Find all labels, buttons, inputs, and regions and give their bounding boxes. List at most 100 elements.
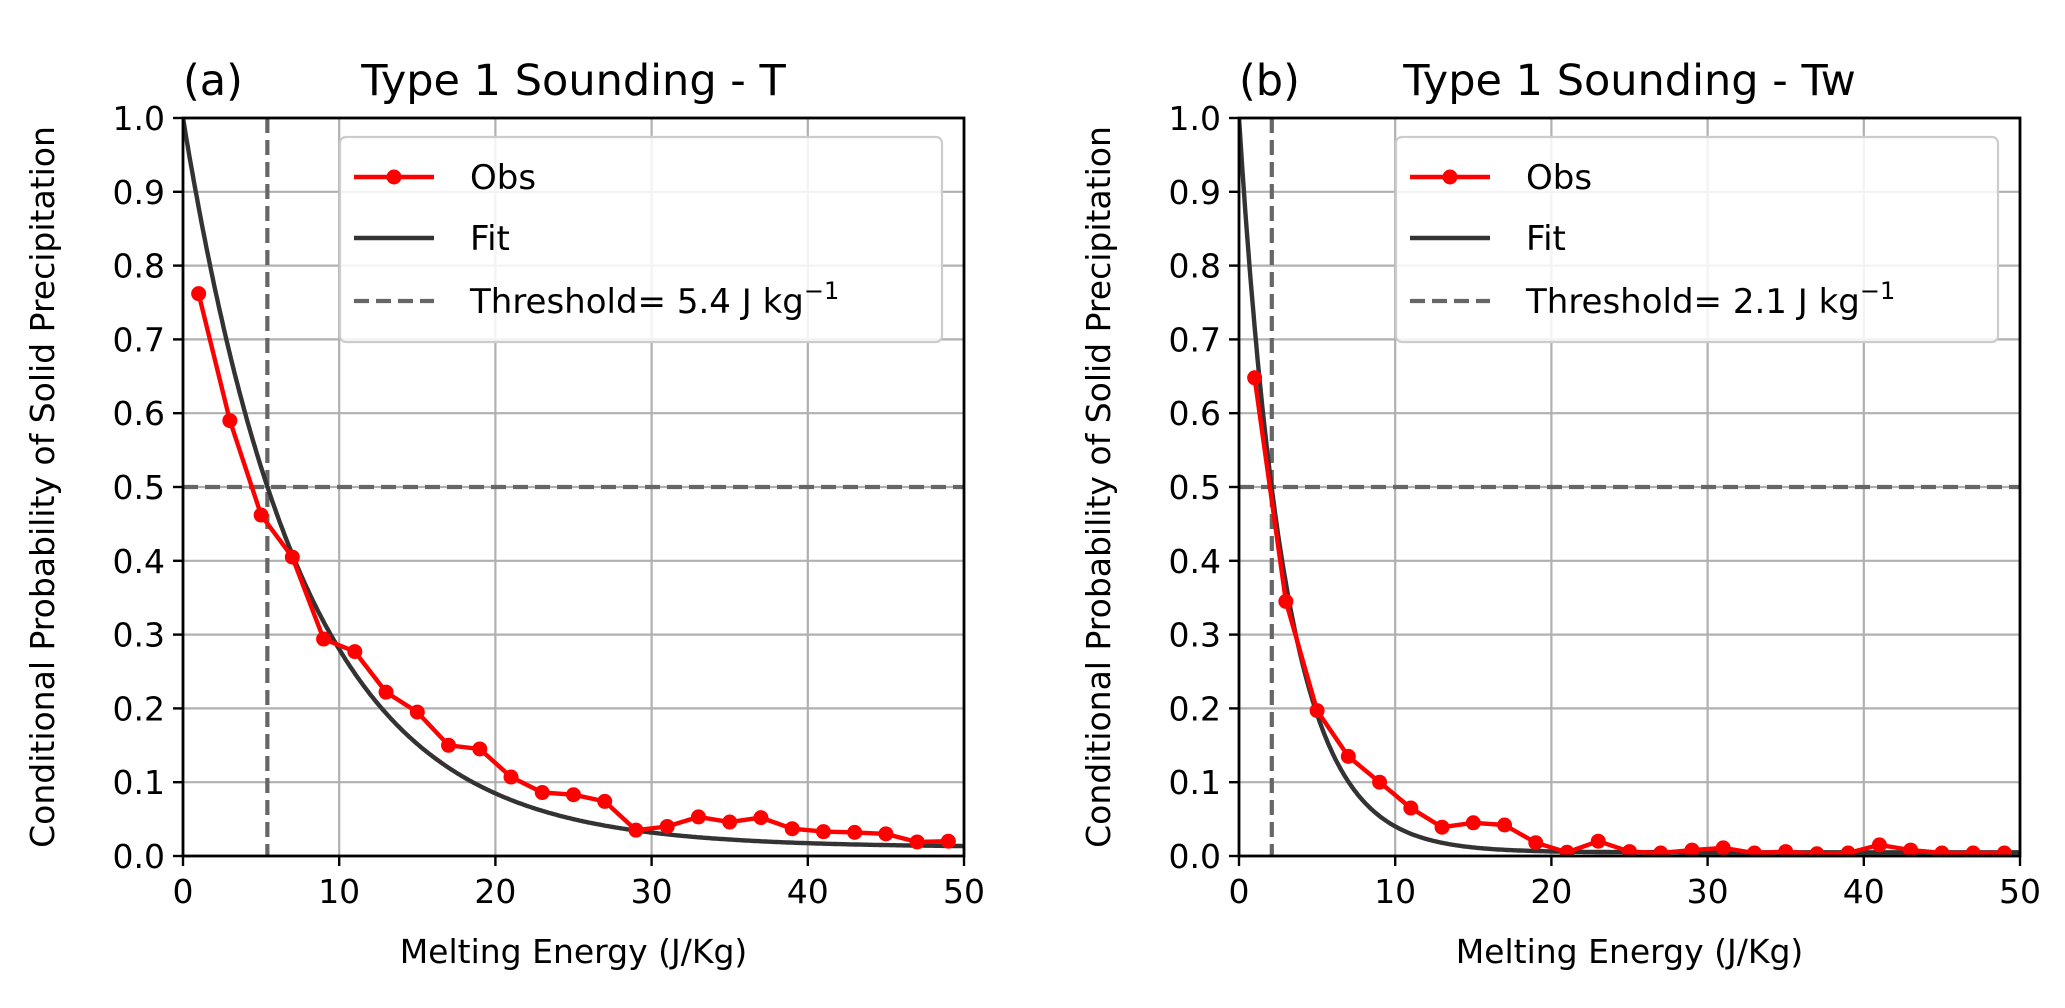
panel-letter: (b) [1239,56,1300,106]
obs-point [503,769,519,785]
obs-point [1622,844,1637,856]
x-tick-label: 0 [1229,872,1250,911]
legend-threshold-text: Threshold= 2.1 J kg [1525,282,1860,322]
x-axis-title: Melting Energy (J/Kg) [400,932,748,971]
obs-point [597,793,613,809]
obs-point [1528,835,1544,851]
y-tick-label: 0.6 [1169,394,1221,433]
x-tick-label: 30 [1687,872,1729,911]
obs-point [909,834,925,850]
obs-point [316,631,332,647]
legend: Obs Fit Threshold= 2.1 J kg−1 [1394,135,2000,344]
obs-point [1278,593,1294,609]
obs-point [284,549,300,565]
obs-point [1871,837,1887,853]
obs-point [191,286,207,302]
legend-threshold-label: Threshold= 2.1 J kg−1 [1525,277,1895,322]
y-axis-title: Conditional Probability of Solid Precipi… [1079,126,1118,848]
obs-point [1996,845,2012,856]
plot-area [183,118,964,856]
obs-point [1434,819,1450,835]
legend-obs-label: Obs [1526,158,1592,198]
obs-point [472,741,488,757]
legend-threshold-text: Threshold= 5.4 J kg [469,282,804,322]
obs-point [784,821,800,837]
obs-point [1309,703,1325,719]
y-tick-label: 0.9 [113,173,165,212]
y-tick-label: 0.7 [113,320,165,359]
y-tick-label: 0.1 [113,763,165,802]
obs-point [1715,840,1731,856]
y-tick-label: 0.8 [1169,247,1221,286]
obs-point [1903,842,1919,856]
y-tick-label: 0.0 [113,837,165,876]
x-tick-label: 50 [1999,872,2041,911]
obs-line [196,293,949,845]
x-axis-ticks: 0 10 20 30 40 50 [173,856,985,911]
y-tick-label: 0.8 [113,247,165,286]
legend-threshold-superscript: −1 [1860,277,1895,305]
obs-point [1559,844,1575,856]
legend-obs-marker [386,169,402,185]
y-tick-label: 1.0 [113,99,165,138]
obs-point [1403,800,1419,816]
obs-point [534,785,550,801]
x-axis-title: Melting Energy (J/Kg) [1456,932,1804,971]
obs-point [1809,846,1825,856]
obs-point [847,824,863,840]
obs-point [628,822,644,838]
obs-point [222,413,238,429]
legend: Obs Fit Threshold= 5.4 J kg−1 [338,135,944,344]
x-tick-label: 10 [1374,872,1416,911]
obs-point [1340,748,1356,764]
x-tick-label: 40 [787,872,829,911]
panel-b: 0 10 20 30 40 500.00.10.20.30.40.50.60.70.80.… [1079,56,2041,971]
obs-point [253,507,269,523]
x-tick-label: 20 [1530,872,1572,911]
obs-point [566,787,581,803]
y-axis-title: Conditional Probability of Solid Precipi… [23,126,62,848]
chart-title: Type 1 Sounding - T [360,56,786,106]
obs-point [722,814,738,830]
legend-threshold-label: Threshold= 5.4 J kg−1 [469,277,839,322]
y-tick-label: 0.3 [113,616,165,655]
y-tick-label: 0.4 [113,542,165,581]
obs-point [1746,845,1762,856]
x-axis-ticks: 0 10 20 30 40 50 [1229,856,2041,911]
obs-point [409,704,425,720]
obs-point [659,818,675,834]
obs-point [878,826,894,842]
obs-point [1465,815,1481,831]
chart-title: Type 1 Sounding - Tw [1402,56,1856,106]
x-tick-label: 10 [318,872,360,911]
y-tick-label: 0.6 [113,394,165,433]
legend-obs-marker [1442,169,1458,185]
obs-point [1372,774,1388,790]
legend-obs-label: Obs [470,158,536,198]
plot-area [1239,118,2020,856]
x-tick-label: 40 [1843,872,1885,911]
obs-point [1247,370,1263,386]
legend-threshold-superscript: −1 [804,277,839,305]
y-tick-label: 0.2 [1169,689,1221,728]
y-tick-label: 0.4 [1169,542,1221,581]
y-tick-label: 1.0 [1169,99,1221,138]
obs-point [753,810,769,826]
obs-point [940,833,956,849]
obs-point [1497,817,1513,833]
panel-letter: (a) [183,56,243,106]
obs-point [1934,845,1950,856]
obs-point [1590,833,1606,849]
y-tick-label: 0.3 [1169,616,1221,655]
y-tick-label: 0.0 [1169,837,1221,876]
obs-point [1684,842,1700,856]
x-tick-label: 30 [631,872,673,911]
y-axis-ticks: 0.0 0.1 0.2 0.3 0.4 0.5 0.6 0.7 0.8 0.9 1.0 [1169,99,1239,876]
fit-line [183,118,964,849]
obs-point [1653,845,1669,856]
obs-point [378,684,394,700]
obs-point [690,809,706,825]
y-tick-label: 0.5 [113,468,165,507]
obs-point [1778,844,1794,856]
obs-point [441,737,457,753]
